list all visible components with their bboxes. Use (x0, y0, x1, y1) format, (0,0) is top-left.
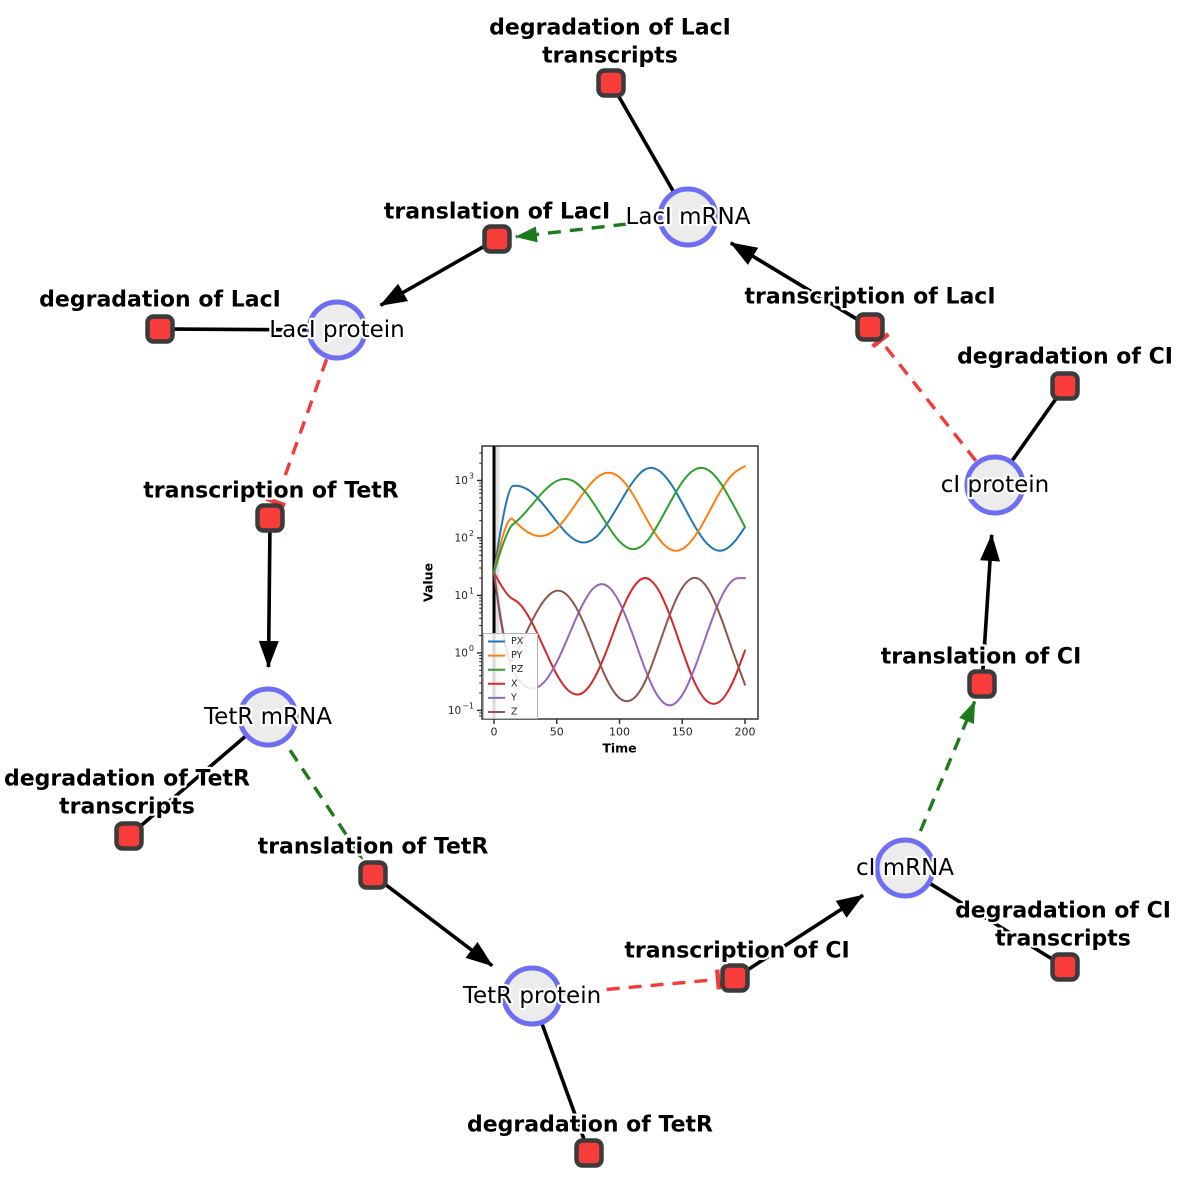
reaction-label-transl_tetR-line0: translation of TetR (258, 835, 489, 860)
edge-production-transl_lacI-lacI_protein (379, 244, 486, 307)
reaction-label-deg_lacI-line0: degradation of LacI (39, 288, 281, 313)
edge-consumption-cI_mRNA-deg_cI_tx (929, 882, 1055, 962)
reaction-node-txn_tetR (255, 503, 285, 533)
reaction-node-deg_lacI (145, 314, 175, 344)
edge-production-transl_cI-cI_protein (980, 533, 1000, 671)
edge-production-transl_tetR-tetR_protein (383, 882, 494, 968)
edge-modifier-lacI_mRNA-transl_lacI (514, 219, 649, 243)
reaction-label-deg_tetR-line0: degradation of TetR (467, 1113, 713, 1138)
reaction-label-txn_lacI-line0: transcription of LacI (744, 285, 995, 310)
edge-production-txn_cI-cI_mRNA (745, 893, 864, 972)
reaction-node-transl_tetR (358, 860, 388, 890)
species-node-cI_mRNA (874, 837, 936, 899)
reaction-label-deg_tetR_tx-line0: degradation of TetR (4, 767, 250, 792)
species-label-cI_mRNA: cI mRNA (856, 855, 954, 881)
edges-layer (138, 94, 1059, 1141)
reaction-node-deg_tetR (574, 1138, 604, 1168)
edge-inhibition-tetR_protein-txn_cI (562, 969, 722, 995)
reaction-label-transl_lacI-line0: translation of LacI (384, 200, 610, 225)
reaction-label-deg_lacI_tx-line1: transcripts (542, 44, 678, 69)
reaction-label-deg_tetR_tx-line1: transcripts (59, 795, 195, 820)
reaction-label-deg_cI_tx-line1: transcripts (995, 927, 1131, 952)
reaction-label-deg_cI-line0: degradation of CI (957, 345, 1173, 370)
reaction-label-deg_lacI_tx-line0: degradation of LacI (489, 16, 731, 41)
reaction-node-transl_cI (967, 669, 997, 699)
edge-modifier-cI_mRNA-transl_cI (918, 700, 977, 832)
species-label-cI_protein: cI protein (941, 472, 1050, 498)
edge-production-txn_tetR-tetR_mRNA (258, 531, 279, 668)
reaction-node-deg_cI (1050, 371, 1080, 401)
species-node-tetR_mRNA (237, 686, 299, 748)
reaction-label-txn_tetR-line0: transcription of TetR (143, 479, 399, 504)
edge-consumption-lacI_mRNA-deg_lacI_tx (616, 94, 675, 192)
species-label-tetR_protein: TetR protein (462, 983, 601, 1009)
edge-consumption-cI_protein-deg_cI (1010, 396, 1059, 462)
reaction-label-txn_cI-line0: transcription of CI (624, 939, 849, 964)
edge-production-txn_lacI-lacI_mRNA (729, 241, 859, 322)
species-node-lacI_protein (306, 299, 368, 361)
reaction-node-transl_lacI (482, 224, 512, 254)
timecourse-chart (413, 432, 775, 762)
edge-inhibition-cI_protein-txn_lacI (871, 332, 978, 462)
edge-consumption-tetR_protein-deg_tetR (540, 1023, 586, 1141)
reaction-node-txn_cI (720, 963, 750, 993)
reaction-node-deg_lacI_tx (596, 68, 626, 98)
species-node-cI_protein (964, 454, 1026, 516)
reaction-label-transl_cI-line0: translation of CI (881, 645, 1082, 670)
species-node-tetR_protein (501, 965, 563, 1027)
species-node-lacI_mRNA (657, 186, 719, 248)
edge-consumption-tetR_mRNA-deg_tetR_tx (138, 735, 247, 829)
reaction-node-deg_tetR_tx (114, 821, 144, 851)
reaction-label-deg_cI_tx-line0: degradation of CI (955, 899, 1171, 924)
species-label-lacI_mRNA: LacI mRNA (626, 204, 751, 230)
reaction-node-txn_lacI (855, 312, 885, 342)
edge-consumption-lacI_protein-deg_lacI (173, 327, 308, 332)
labels-layer: degradation of LacI transcripts translatio… (2, 13, 1175, 1140)
species-label-tetR_mRNA: TetR mRNA (203, 704, 332, 730)
nodes-layer (114, 68, 1080, 1168)
species-label-lacI_protein: LacI protein (269, 317, 404, 343)
edge-inhibition-lacI_protein-txn_tetR (265, 358, 329, 508)
reaction-node-deg_cI_tx (1050, 952, 1080, 982)
